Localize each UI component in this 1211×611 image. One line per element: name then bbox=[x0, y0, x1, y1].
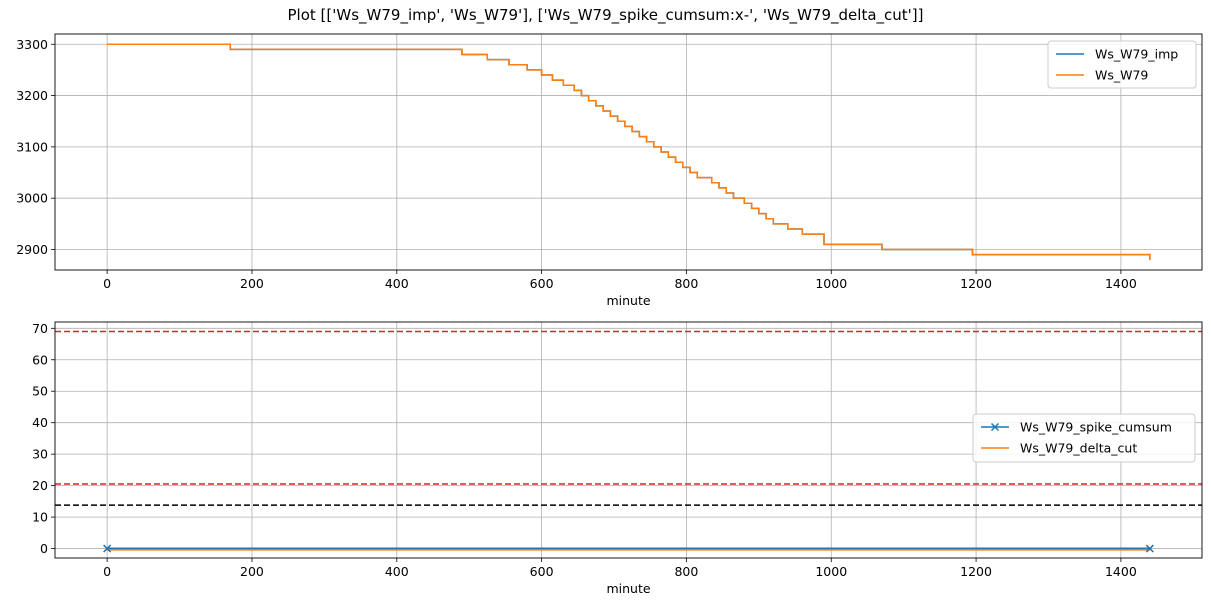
series-line-Ws_W79 bbox=[107, 43, 1151, 260]
legend: Ws_W79_imp Ws_W79 bbox=[1047, 40, 1197, 89]
y-tick-label: 3100 bbox=[16, 139, 48, 154]
axes-frame bbox=[54, 33, 1203, 271]
x-tick-label: 1000 bbox=[815, 564, 847, 579]
legend-label: Ws_W79_imp bbox=[1095, 47, 1178, 62]
legend-box bbox=[972, 413, 1196, 463]
legend: Ws_W79_spike_cumsum Ws_W79_delta_cut bbox=[972, 413, 1196, 463]
x-axis-label: minute bbox=[606, 581, 650, 596]
plot-area bbox=[55, 330, 1202, 551]
series-marker bbox=[1145, 544, 1154, 553]
y-tick-label: 40 bbox=[32, 415, 48, 430]
x-tick-label: 1400 bbox=[1105, 276, 1137, 291]
x-tick-label: 400 bbox=[385, 276, 409, 291]
y-tick-label: 3300 bbox=[16, 37, 48, 52]
x-tick-label: 1200 bbox=[960, 564, 992, 579]
series-line-Ws_W79_imp bbox=[107, 43, 1151, 260]
legend-box bbox=[1047, 40, 1197, 89]
legend-label: Ws_W79 bbox=[1095, 68, 1148, 83]
x-tick-label: 1400 bbox=[1105, 564, 1137, 579]
x-tick-label: 200 bbox=[240, 276, 264, 291]
x-tick-label: 800 bbox=[674, 564, 698, 579]
y-tick-label: 0 bbox=[40, 541, 48, 556]
plot-area bbox=[107, 43, 1151, 260]
figure-title: Plot [['Ws_W79_imp', 'Ws_W79'], ['Ws_W79… bbox=[287, 6, 924, 24]
y-tick-label: 70 bbox=[32, 321, 48, 336]
y-tick-label: 30 bbox=[32, 447, 48, 462]
x-tick-label: 200 bbox=[240, 564, 264, 579]
legend-marker bbox=[990, 422, 1000, 432]
x-tick-label: 0 bbox=[103, 564, 111, 579]
y-tick-label: 3200 bbox=[16, 88, 48, 103]
y-tick-label: 2900 bbox=[16, 242, 48, 257]
x-tick-label: 600 bbox=[530, 564, 554, 579]
chart-panel-1: 0 200 400 600 800 1000 1200 1400 2900 3000 3100 320… bbox=[16, 33, 1203, 308]
x-tick-label: 800 bbox=[674, 276, 698, 291]
x-axis-label: minute bbox=[606, 293, 650, 308]
x-tick-label: 0 bbox=[103, 276, 111, 291]
y-tick-label: 50 bbox=[32, 384, 48, 399]
x-tick-label: 600 bbox=[530, 276, 554, 291]
legend-label: Ws_W79_delta_cut bbox=[1020, 441, 1137, 456]
y-tick-label: 20 bbox=[32, 478, 48, 493]
y-tick-label: 60 bbox=[32, 352, 48, 367]
legend-label: Ws_W79_spike_cumsum bbox=[1020, 420, 1172, 435]
series-marker bbox=[103, 544, 112, 553]
x-tick-label: 1200 bbox=[960, 276, 992, 291]
y-tick-label: 10 bbox=[32, 510, 48, 525]
y-tick-label: 3000 bbox=[16, 191, 48, 206]
x-tick-label: 1000 bbox=[815, 276, 847, 291]
x-tick-label: 400 bbox=[385, 564, 409, 579]
axes-frame bbox=[54, 321, 1203, 559]
chart-panel-2: 0 200 400 600 800 1000 1200 1400 0 10 20 30 40 50 60 70… bbox=[32, 321, 1203, 596]
